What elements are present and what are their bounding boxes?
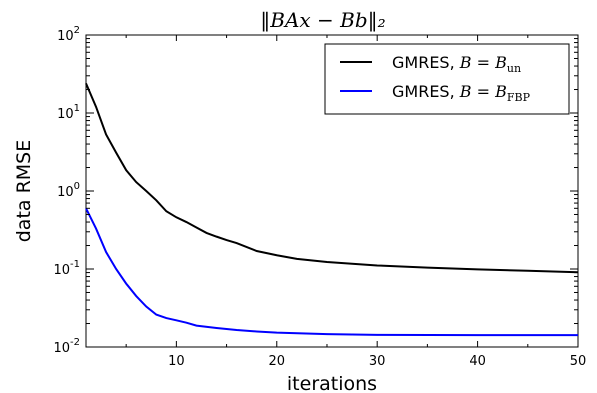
x-tick-label: 40 — [469, 354, 486, 369]
legend: GMRES, B = Bun GMRES, B = BFBP — [324, 43, 570, 115]
legend-box — [324, 43, 570, 115]
series-line-1 — [85, 82, 579, 274]
x-tick-label: 50 — [570, 354, 587, 369]
y-tick-label: 102 — [57, 25, 80, 44]
x-axis-label: iterations — [287, 373, 377, 393]
x-tick-label: 10 — [168, 354, 185, 369]
tick-layer: 10 20 30 40 50 10-2 10-1 100 101 102 — [53, 25, 586, 369]
series-layer — [85, 82, 579, 337]
y-tick-label: 10-2 — [53, 337, 80, 356]
legend-label-2: GMRES, B = BFBP — [392, 82, 531, 104]
legend-label-1: GMRES, B = Bun — [392, 53, 521, 75]
series-line-2 — [85, 207, 578, 337]
y-tick-label: 101 — [57, 103, 80, 122]
y-tick-label: 10-1 — [53, 259, 80, 278]
y-axis-label: data RMSE — [13, 140, 35, 243]
x-tick-label: 30 — [369, 354, 386, 369]
chart-title: ‖BAx − Bb‖₂ — [260, 8, 385, 33]
y-tick-label: 100 — [57, 181, 80, 200]
x-tick-label: 20 — [269, 354, 286, 369]
